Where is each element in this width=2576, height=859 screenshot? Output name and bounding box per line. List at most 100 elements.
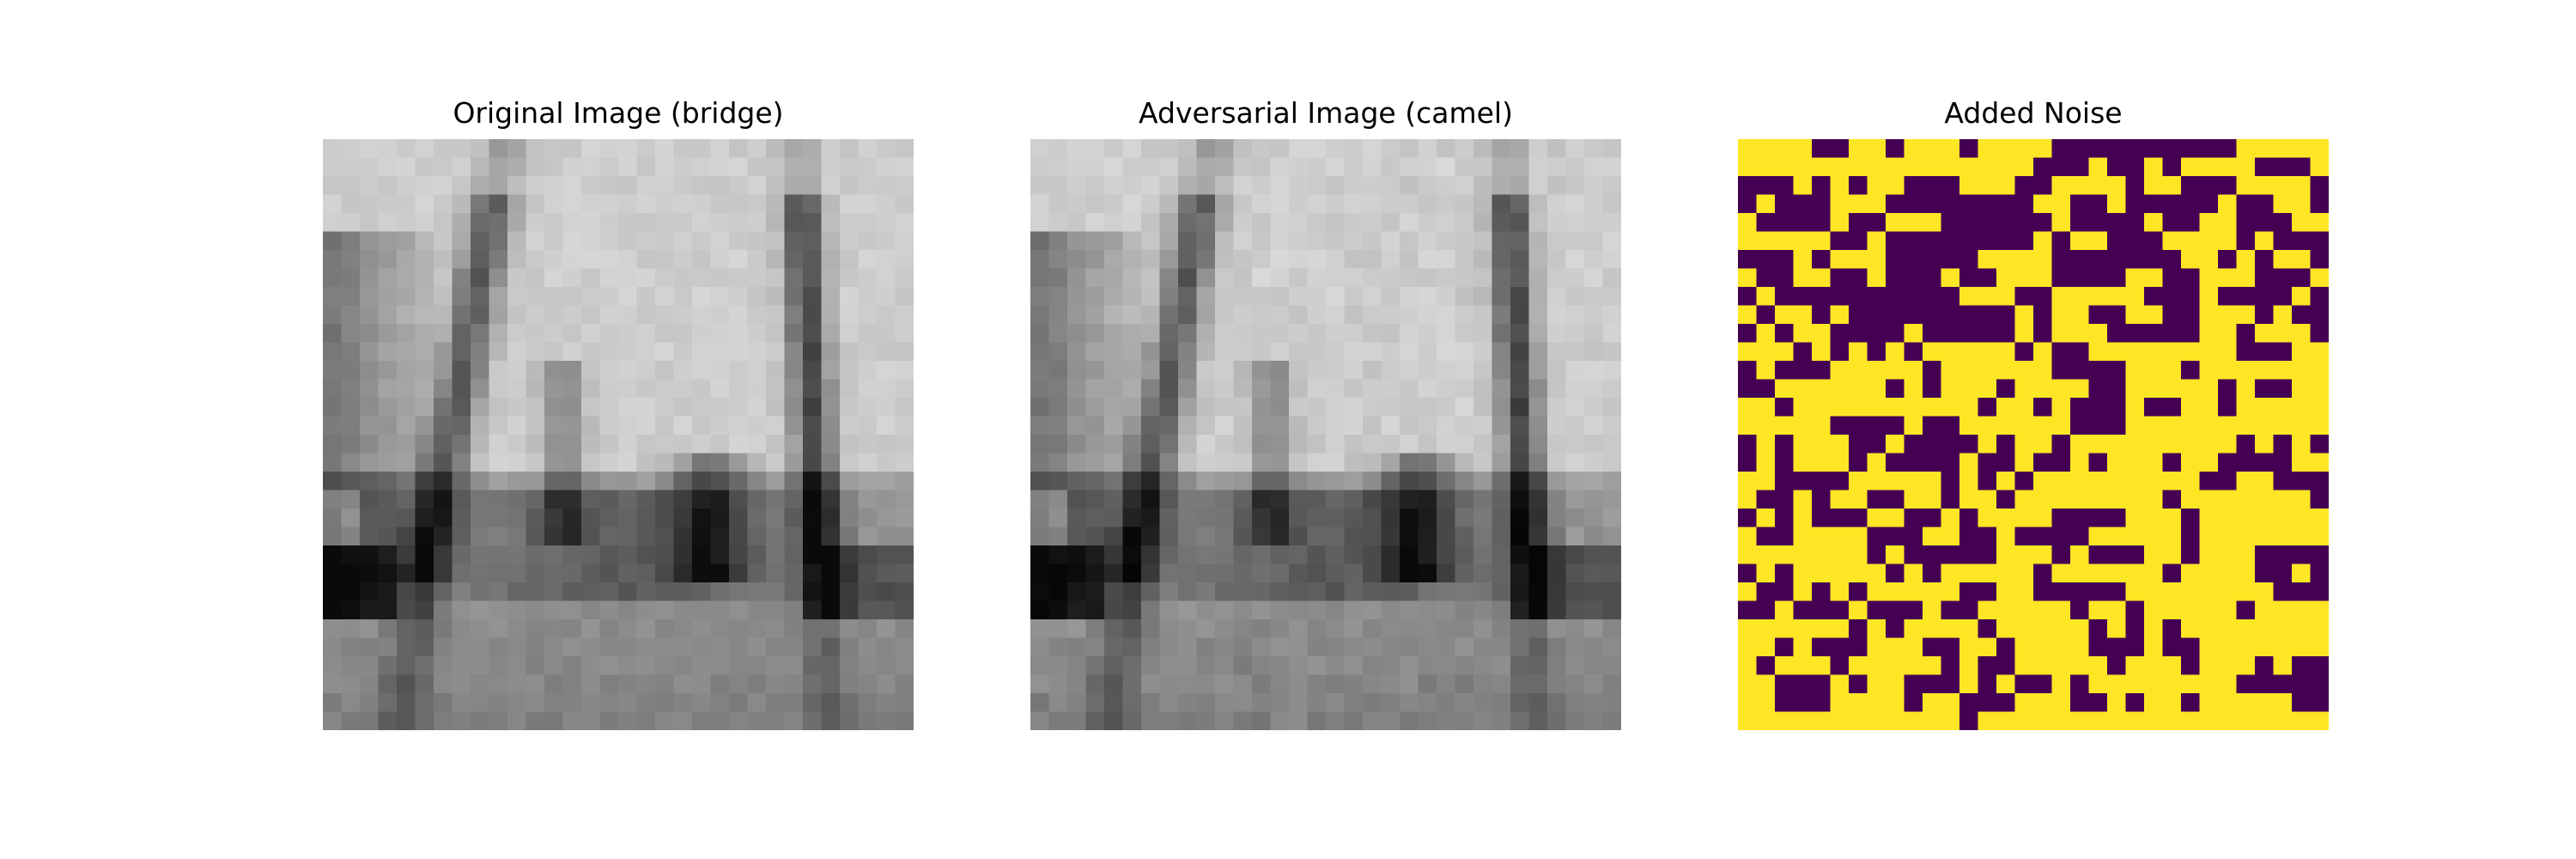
noise-cell — [1959, 509, 1978, 527]
pixel-cell — [840, 250, 859, 269]
noise-cell — [2088, 693, 2108, 712]
pixel-cell — [1196, 490, 1216, 509]
noise-cell — [1793, 287, 1813, 306]
noise-cell — [1738, 600, 1757, 620]
noise-cell — [1756, 194, 1776, 214]
pixel-cell — [1326, 564, 1345, 583]
pixel-cell — [1178, 250, 1197, 269]
noise-cell — [1775, 656, 1794, 675]
pixel-cell — [581, 472, 600, 490]
pixel-cell — [1122, 545, 1142, 564]
pixel-cell — [507, 711, 526, 730]
pixel-cell — [1602, 582, 1621, 601]
pixel-cell — [581, 324, 600, 343]
pixel-cell — [1344, 545, 1364, 564]
pixel-cell — [397, 398, 416, 417]
pixel-cell — [562, 287, 582, 306]
pixel-cell — [803, 472, 822, 490]
pixel-cell — [526, 711, 545, 730]
pixel-cell — [1400, 305, 1419, 325]
pixel-cell — [1437, 472, 1455, 490]
pixel-cell — [360, 342, 379, 362]
noise-cell — [2255, 194, 2274, 214]
pixel-cell — [821, 398, 841, 417]
noise-cell — [1793, 435, 1813, 454]
pixel-cell — [858, 619, 878, 638]
noise-cell — [1775, 453, 1794, 472]
pixel-cell — [895, 509, 914, 527]
pixel-cell — [1141, 637, 1160, 657]
pixel-cell — [1178, 379, 1197, 399]
pixel-cell — [1233, 231, 1253, 251]
noise-cell — [2051, 453, 2071, 472]
noise-cell — [2162, 435, 2182, 454]
pixel-cell — [1215, 435, 1234, 454]
pixel-cell — [562, 527, 582, 546]
noise-cell — [2014, 637, 2034, 657]
pixel-cell — [729, 545, 748, 564]
pixel-cell — [1418, 509, 1437, 527]
noise-cell — [2070, 435, 2089, 454]
noise-cell — [2051, 600, 2071, 620]
pixel-cell — [1252, 435, 1271, 454]
noise-cell — [2162, 600, 2182, 620]
noise-cell — [1996, 379, 2015, 399]
pixel-cell — [1215, 416, 1234, 436]
noise-cell — [1959, 305, 1978, 325]
pixel-cell — [562, 435, 582, 454]
pixel-cell — [1196, 600, 1216, 620]
noise-cell — [2273, 564, 2293, 583]
pixel-cell — [766, 287, 785, 306]
noise-cell — [1923, 305, 1941, 325]
noise-cell — [2292, 711, 2311, 730]
noise-cell — [2107, 250, 2126, 269]
pixel-cell — [562, 176, 582, 195]
pixel-cell — [1565, 231, 1585, 251]
pixel-cell — [1122, 398, 1142, 417]
pixel-cell — [747, 509, 767, 527]
pixel-cell — [489, 600, 508, 620]
pixel-cell — [1584, 453, 1603, 472]
pixel-cell — [1104, 194, 1123, 214]
pixel-cell — [1510, 472, 1529, 490]
pixel-cell — [581, 637, 600, 657]
pixel-cell — [1289, 435, 1308, 454]
noise-cell — [2088, 509, 2108, 527]
noise-cell — [1886, 139, 1905, 158]
pixel-cell — [452, 324, 471, 343]
pixel-cell — [1400, 674, 1419, 694]
pixel-cell — [673, 472, 693, 490]
pixel-cell — [1510, 490, 1529, 509]
noise-cell — [2107, 656, 2126, 675]
pixel-cell — [1252, 490, 1271, 509]
pixel-cell — [1270, 324, 1290, 343]
pixel-cell — [1104, 509, 1123, 527]
noise-cell — [2033, 600, 2052, 620]
pixel-cell — [636, 545, 656, 564]
noise-cell — [2107, 509, 2126, 527]
pixel-cell — [1455, 619, 1474, 638]
pixel-cell — [471, 600, 489, 620]
pixel-cell — [1363, 379, 1382, 399]
pixel-cell — [1400, 693, 1419, 712]
noise-cell — [2310, 213, 2329, 232]
pixel-cell — [360, 490, 379, 509]
noise-cell — [1996, 361, 2015, 380]
pixel-cell — [673, 435, 693, 454]
pixel-cell — [434, 213, 453, 232]
pixel-cell — [526, 545, 545, 564]
noise-cell — [2144, 287, 2163, 306]
pixel-cell — [1159, 231, 1179, 251]
pixel-cell — [1437, 342, 1455, 362]
pixel-cell — [1178, 324, 1197, 343]
noise-cell — [1867, 194, 1886, 214]
pixel-cell — [1122, 711, 1142, 730]
noise-cell — [2014, 324, 2034, 343]
noise-cell — [1978, 213, 1997, 232]
pixel-cell — [1085, 509, 1105, 527]
noise-cell — [1830, 564, 1850, 583]
pixel-cell — [1455, 509, 1474, 527]
pixel-cell — [1473, 711, 1492, 730]
pixel-cell — [1381, 619, 1400, 638]
pixel-cell — [489, 231, 508, 251]
